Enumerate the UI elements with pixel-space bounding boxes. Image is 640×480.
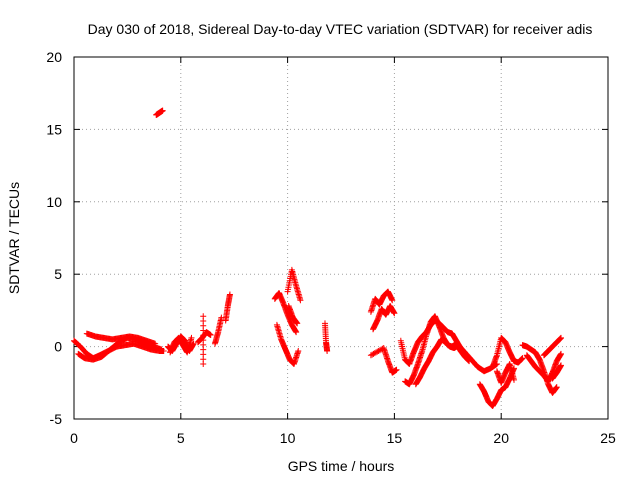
data-point xyxy=(324,347,331,354)
data-point xyxy=(373,349,380,356)
plot-frame xyxy=(73,56,609,420)
x-tick-label: 15 xyxy=(387,430,403,446)
data-point xyxy=(159,107,166,114)
y-axis-label: SDTVAR / TECUs xyxy=(6,182,22,294)
data-point xyxy=(391,310,398,317)
data-point xyxy=(393,366,400,373)
data-point xyxy=(370,350,377,357)
axis-ticks: 0 5 10 15 20 25 -5 0 5 10 15 20 xyxy=(46,49,616,446)
chart-title: Day 030 of 2018, Sidereal Day-to-day VTE… xyxy=(88,21,593,37)
data-point xyxy=(511,376,518,383)
data-point xyxy=(294,320,301,327)
data-point xyxy=(558,334,565,341)
data-point xyxy=(558,362,565,369)
grid xyxy=(74,57,608,419)
data-point xyxy=(519,355,526,362)
data-point xyxy=(200,360,207,367)
y-tick-label: 0 xyxy=(54,339,62,355)
data-point xyxy=(375,347,382,354)
data-point xyxy=(295,347,302,354)
data-point xyxy=(297,297,304,304)
y-tick-label: -5 xyxy=(50,411,63,427)
data-point xyxy=(152,340,159,347)
data-point xyxy=(188,334,195,341)
data-points xyxy=(71,107,565,409)
data-point xyxy=(374,348,381,355)
data-point xyxy=(158,346,165,353)
data-point xyxy=(371,350,378,357)
data-point xyxy=(367,352,374,359)
y-tick-label: 10 xyxy=(46,194,62,210)
y-tick-label: 5 xyxy=(54,266,62,282)
data-point xyxy=(369,351,376,358)
data-point xyxy=(389,297,396,304)
x-tick-label: 0 xyxy=(70,430,78,446)
x-tick-label: 25 xyxy=(600,430,616,446)
y-tick-label: 15 xyxy=(46,121,62,137)
data-point xyxy=(558,350,565,357)
x-axis-label: GPS time / hours xyxy=(288,458,395,474)
x-tick-label: 20 xyxy=(493,430,509,446)
data-point xyxy=(553,384,560,391)
x-tick-label: 10 xyxy=(280,430,296,446)
data-point xyxy=(207,332,214,339)
y-tick-label: 20 xyxy=(46,49,62,65)
data-point xyxy=(293,329,300,336)
x-tick-label: 5 xyxy=(177,430,185,446)
data-point xyxy=(226,291,233,298)
